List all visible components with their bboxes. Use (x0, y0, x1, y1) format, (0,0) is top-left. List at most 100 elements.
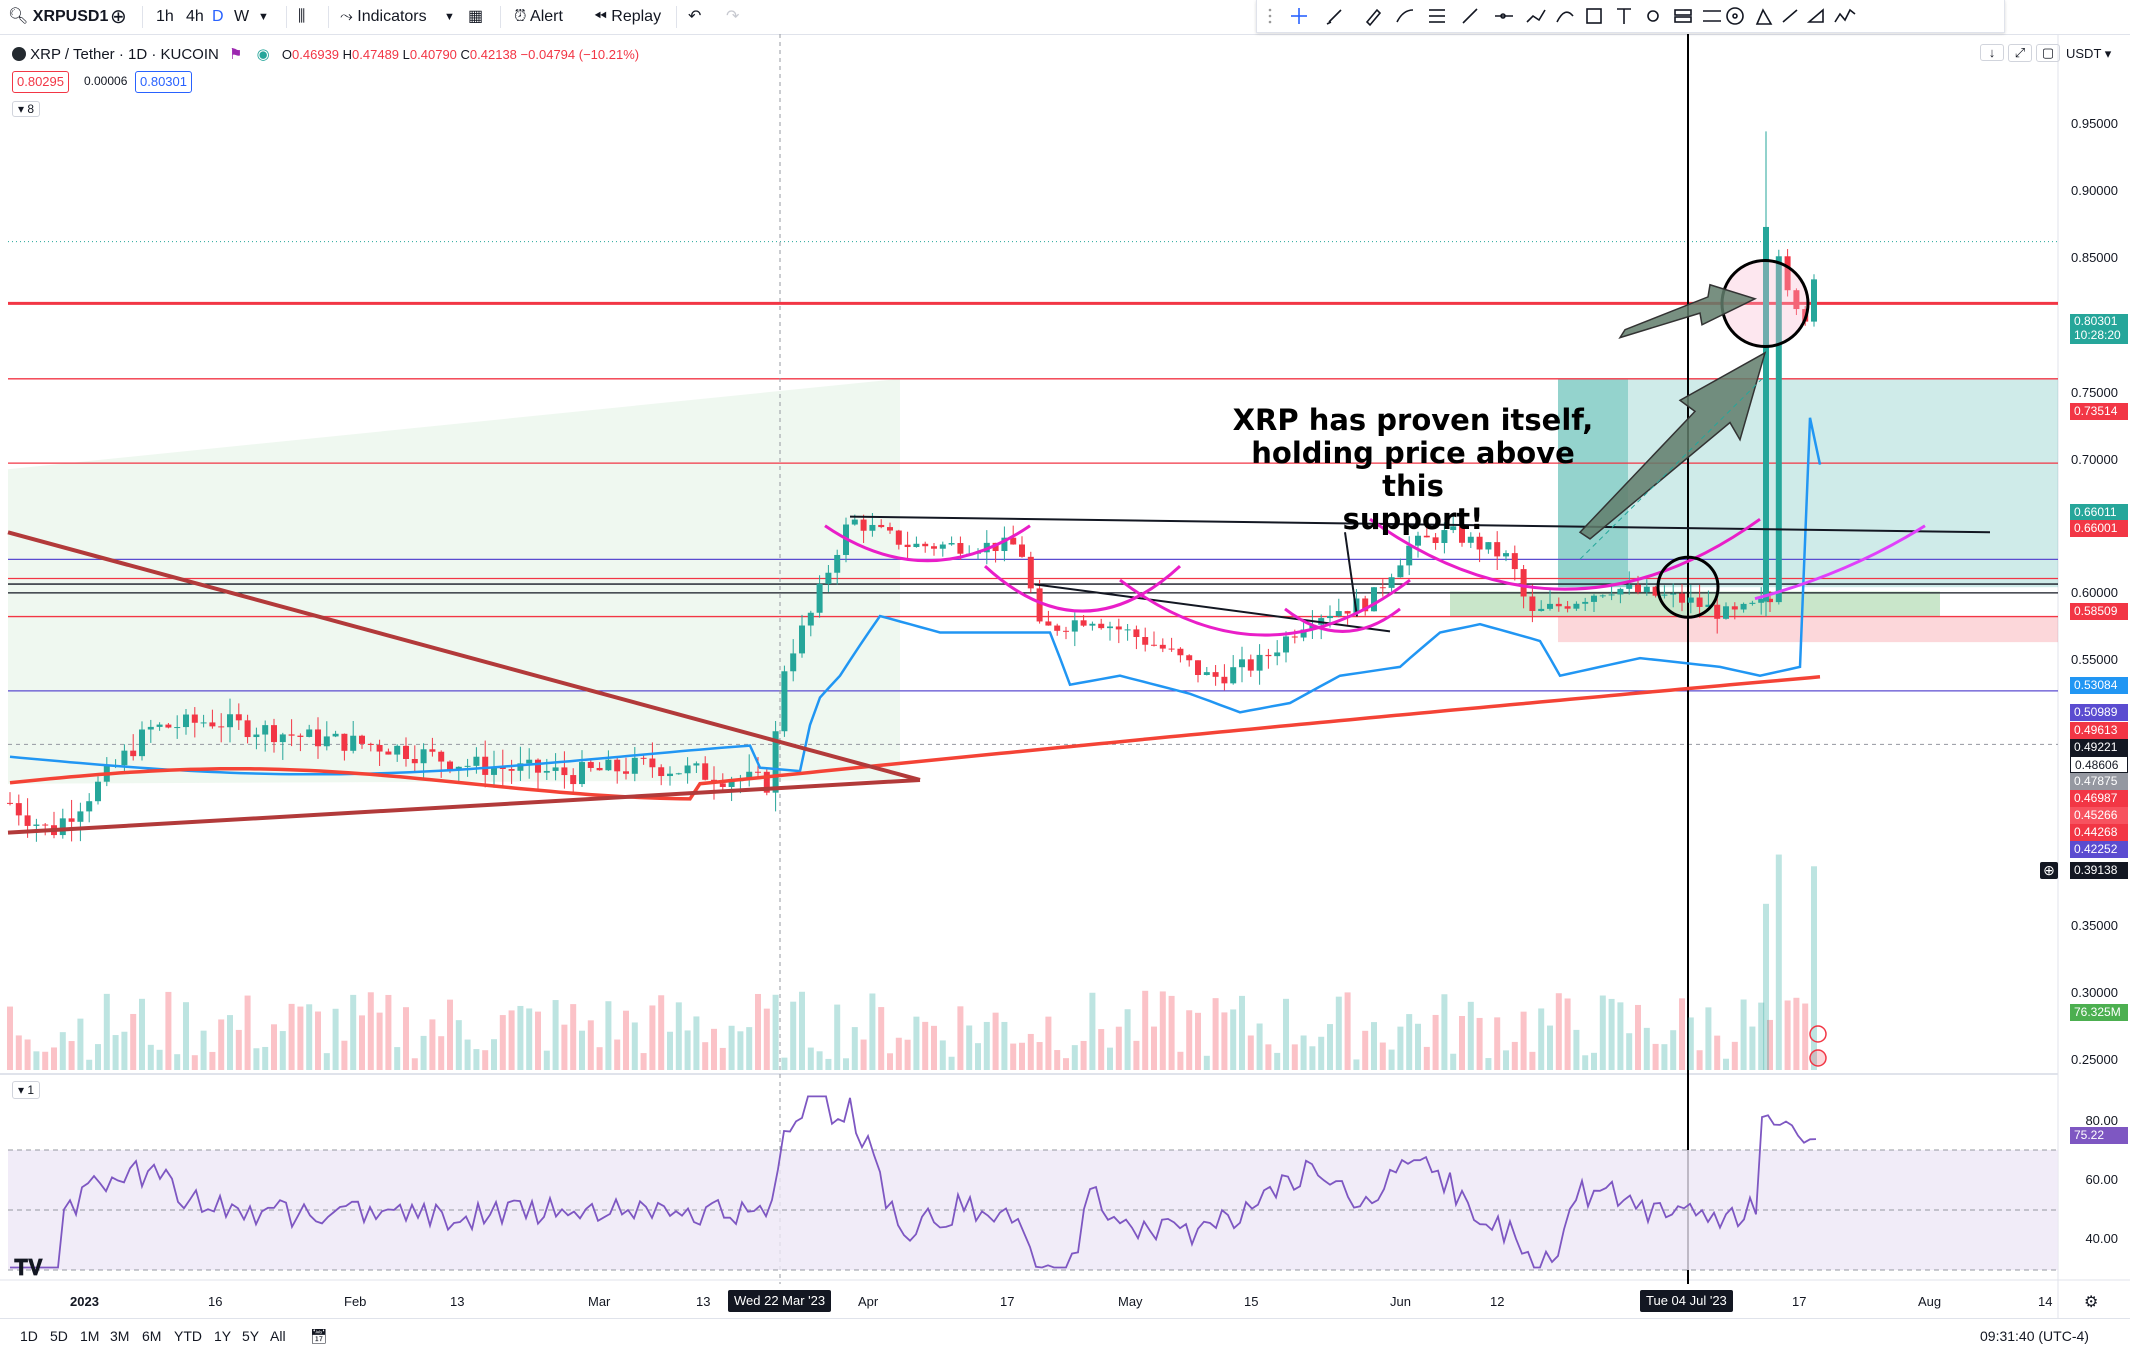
add-symbol-button[interactable]: ⊕ (110, 6, 127, 28)
interval-4h[interactable]: 4h (186, 8, 204, 25)
candles-type-icon[interactable]: ⫼ (298, 8, 306, 25)
volume-bar (499, 1015, 506, 1070)
trend-line-icon (1462, 8, 1478, 24)
add-alert-icon[interactable]: ⊕ (2040, 862, 2058, 879)
volume-bar (227, 1015, 233, 1070)
undo-icon[interactable]: ↶ (688, 8, 702, 25)
candle-body (200, 722, 207, 724)
range-3m[interactable]: 3M (110, 1328, 130, 1344)
crosshair-price-label: 0.39138 (2070, 862, 2128, 879)
flag-icon[interactable]: ⚑ (229, 46, 243, 63)
volume-bar (332, 1008, 339, 1070)
candle-body (763, 771, 770, 793)
range-1d[interactable]: 1D (20, 1328, 38, 1344)
bid-price-box[interactable]: 0.80295 (12, 71, 69, 93)
chevron-down-icon[interactable]: ▼ (258, 11, 269, 23)
curve-icon (1556, 11, 1574, 23)
currency-select[interactable]: USDT ▾ (2066, 46, 2112, 61)
calendar-icon[interactable]: 📅︎ (310, 1328, 328, 1344)
settings-gear-icon[interactable]: ⚙ (2084, 1294, 2099, 1311)
volume-bar (1811, 866, 1817, 1070)
clock-readout[interactable]: 09:31:40 (UTC-4) (1980, 1328, 2089, 1344)
descending-trendline (7, 530, 921, 782)
candle-body (887, 527, 893, 531)
long-position-profit-zone-dark (1558, 378, 1628, 588)
projection-icon (1703, 10, 1721, 22)
candle-body (526, 759, 533, 764)
ask-price-box[interactable]: 0.80301 (135, 71, 192, 93)
range-1m[interactable]: 1M (80, 1328, 100, 1344)
volume-bar (1274, 1052, 1281, 1070)
interval-1h[interactable]: 1h (156, 8, 174, 25)
volume-bar (279, 1031, 286, 1070)
volume-label: 76.325M (2070, 1004, 2128, 1021)
candle-body (315, 729, 321, 747)
candle-body (438, 751, 445, 762)
volume-bar (1335, 996, 1342, 1070)
candle-body (1239, 659, 1245, 668)
drawing-tool-icons[interactable] (1257, 0, 2004, 32)
indicators-chevron-icon[interactable]: ▼ (444, 11, 455, 23)
candle-body (1538, 608, 1545, 612)
candle-body (1063, 630, 1069, 632)
candle-body (570, 775, 577, 785)
candle-body (1080, 620, 1087, 626)
candle-body (1203, 672, 1210, 675)
price-tick: 0.90000 (2071, 183, 2118, 198)
candle-body (1467, 536, 1474, 543)
indicators-button[interactable]: ⤳ Indicators (340, 8, 427, 25)
candle-body (1503, 553, 1509, 557)
interval-d[interactable]: D (212, 8, 224, 25)
candle-body (1423, 535, 1430, 538)
volume-bar (719, 1047, 726, 1070)
range-all[interactable]: All (270, 1328, 286, 1344)
volume-bar (341, 1040, 348, 1070)
templates-icon[interactable]: ▦ (468, 8, 484, 25)
volume-bar (1045, 1016, 1052, 1070)
volume-bar (1503, 1050, 1509, 1070)
redo-icon[interactable]: ↷ (726, 8, 740, 25)
symbol-search[interactable]: 🔍︎ XRPUSD1 (8, 4, 108, 30)
neckline (849, 515, 1991, 534)
volume-bar (1573, 1029, 1580, 1070)
candle-body (227, 714, 233, 728)
range-5y[interactable]: 5Y (242, 1328, 260, 1344)
volume-bar (1212, 998, 1219, 1070)
volume-bar (1098, 1029, 1105, 1070)
expand-icon[interactable]: ▢ (2036, 44, 2060, 62)
range-ytd[interactable]: YTD (174, 1328, 202, 1344)
replay-button[interactable]: ⏪︎ Replay (594, 8, 662, 25)
rsi-tick: 60.00 (2085, 1172, 2118, 1187)
candle-body (623, 771, 629, 774)
volume-bar (1626, 1033, 1633, 1070)
candle-body (1547, 603, 1553, 609)
indicators-icon: ⤳ (340, 8, 353, 25)
candle-body (1186, 655, 1193, 661)
pattern-icon (1755, 8, 1773, 25)
candle-body (1177, 648, 1184, 656)
range-6m[interactable]: 6M (142, 1328, 162, 1344)
rsi-pane-toggle[interactable]: ▾ 1 (12, 1081, 41, 1099)
alert-button[interactable]: ⏰︎ Alert (514, 8, 563, 25)
volume-bar (59, 1032, 66, 1070)
arrow-down-icon[interactable]: ↓ (1980, 44, 2004, 61)
candle-body (429, 749, 436, 752)
price-chart[interactable] (0, 34, 2130, 1318)
time-tick: 13 (696, 1294, 711, 1309)
candle-body (746, 771, 753, 780)
candle-body (781, 671, 788, 732)
range-5d[interactable]: 5D (50, 1328, 68, 1344)
candle-body (1362, 598, 1369, 612)
range-1y[interactable]: 1Y (214, 1328, 232, 1344)
candle-body (1749, 602, 1756, 604)
interval-w[interactable]: W (234, 8, 250, 25)
candle-body (684, 765, 691, 774)
volume-bar (1608, 998, 1615, 1070)
maximize-icon[interactable]: ⤢ (2008, 44, 2032, 62)
indicators-collapse-button[interactable]: ▾ 8 (12, 101, 41, 117)
price-label: 0.66011 (2070, 504, 2128, 521)
candle-body (403, 745, 409, 759)
volume-bar (262, 1046, 269, 1070)
candle-body (1617, 588, 1624, 595)
volume-bar (1696, 1050, 1703, 1070)
